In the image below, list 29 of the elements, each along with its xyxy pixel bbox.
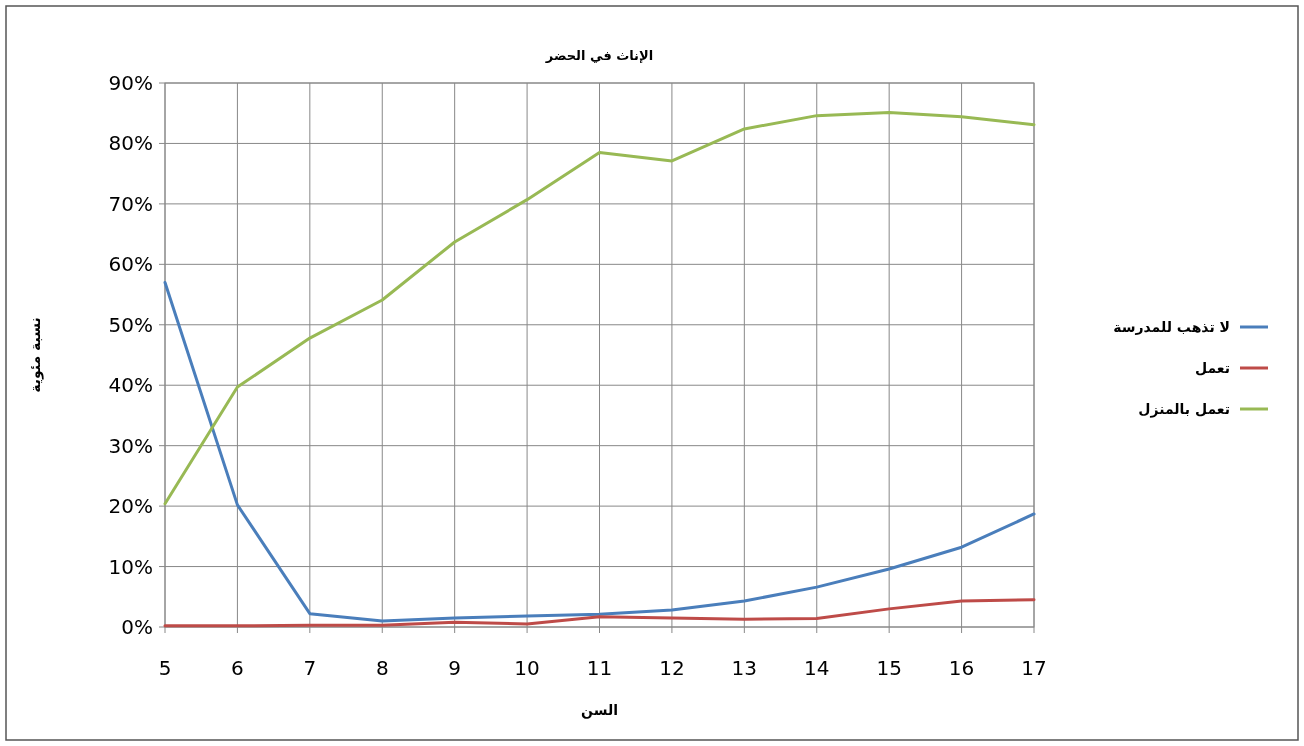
x-tick-label: 8 bbox=[375, 656, 389, 680]
y-tick-label: 10% bbox=[108, 554, 153, 579]
x-tick-label: 16 bbox=[948, 656, 975, 680]
x-tick-label: 9 bbox=[448, 656, 462, 680]
y-tick-label: 40% bbox=[108, 373, 153, 398]
legend-label: لا تذهب للمدرسة bbox=[1113, 319, 1230, 335]
chart-title: الإناث في الحضر bbox=[544, 48, 654, 63]
x-tick-label: 15 bbox=[876, 656, 902, 680]
x-tick-label: 13 bbox=[731, 656, 758, 680]
y-tick-label: 20% bbox=[108, 494, 153, 519]
y-tick-label: 80% bbox=[108, 131, 153, 156]
x-tick-label: 11 bbox=[586, 656, 613, 680]
y-tick-label: 70% bbox=[108, 191, 153, 216]
x-tick-label: 6 bbox=[231, 656, 244, 680]
y-tick-label: 0% bbox=[121, 615, 153, 639]
x-tick-label: 7 bbox=[303, 656, 317, 680]
y-tick-label: 30% bbox=[108, 433, 153, 458]
legend-label: تعمل بالمنزل bbox=[1138, 401, 1230, 418]
y-tick-label: 90% bbox=[108, 71, 153, 95]
x-tick-label: 17 bbox=[1021, 656, 1047, 680]
x-tick-label: 12 bbox=[659, 656, 685, 680]
y-tick-label: 60% bbox=[108, 252, 153, 277]
x-axis-title: السن bbox=[581, 702, 618, 719]
y-tick-label: 50% bbox=[108, 312, 153, 337]
x-tick-label: 10 bbox=[514, 656, 540, 680]
x-tick-label: 14 bbox=[804, 656, 830, 680]
x-tick-label: 5 bbox=[158, 656, 172, 680]
legend-label: تعمل bbox=[1194, 360, 1230, 376]
y-axis-title: نسبة مئوية bbox=[27, 317, 44, 393]
